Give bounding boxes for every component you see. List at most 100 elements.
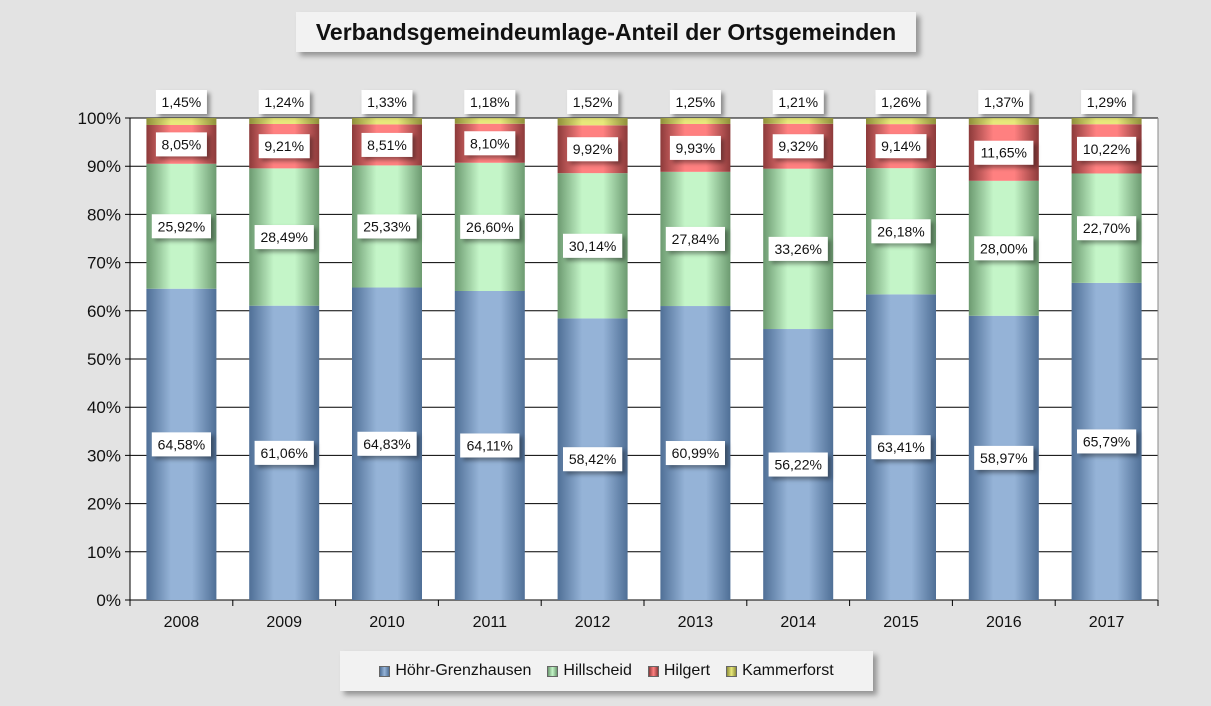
data-label-box xyxy=(665,441,725,466)
legend-label: Hillscheid xyxy=(563,662,632,679)
data-label-box xyxy=(1077,136,1137,161)
bar-kammerforst-2015 xyxy=(866,118,936,125)
data-label-box xyxy=(974,140,1034,165)
y-tick-label: 20% xyxy=(87,495,121,514)
legend-label: Hilgert xyxy=(663,662,711,679)
data-label: 25,33% xyxy=(363,218,410,234)
data-label: 9,92% xyxy=(573,141,613,157)
data-label-box xyxy=(875,134,927,159)
x-tick-label: 2014 xyxy=(780,614,816,631)
x-tick-label: 2008 xyxy=(164,614,200,631)
data-label: 64,58% xyxy=(158,436,205,452)
data-label-box xyxy=(357,214,417,239)
bar-kammerforst-2008 xyxy=(146,118,217,125)
bar-kammerforst-2011 xyxy=(454,118,525,124)
data-label-box xyxy=(151,432,211,457)
data-label-box xyxy=(151,214,211,239)
data-label: 64,83% xyxy=(363,436,410,452)
legend-label: Höhr-Grenzhausen xyxy=(395,662,532,679)
data-label-box xyxy=(155,90,207,114)
bar-kammerforst-2013 xyxy=(660,118,731,124)
data-label-box xyxy=(567,137,619,162)
y-tick-label: 10% xyxy=(87,543,121,562)
data-label-box xyxy=(357,431,417,456)
data-label: 25,92% xyxy=(158,218,205,234)
data-label-box xyxy=(669,135,721,160)
data-label-box xyxy=(978,90,1030,114)
data-label-box xyxy=(258,134,310,159)
data-label-box xyxy=(563,233,623,258)
legend-swatch xyxy=(647,665,659,677)
data-label-box xyxy=(768,236,828,261)
legend-item: Höhr-Grenzhausen xyxy=(379,662,531,680)
bar-kammerforst-2010 xyxy=(352,118,422,125)
data-label-box xyxy=(669,90,721,114)
data-label-box xyxy=(460,433,520,458)
y-tick-label: 90% xyxy=(87,157,121,176)
x-tick-label: 2012 xyxy=(575,614,611,631)
data-label: 56,22% xyxy=(774,457,821,473)
data-label: 11,65% xyxy=(981,145,1027,161)
data-label-box xyxy=(258,90,310,114)
data-label: 8,51% xyxy=(367,137,407,153)
y-tick-label: 50% xyxy=(87,350,121,369)
y-tick-label: 40% xyxy=(87,398,121,417)
data-label-box xyxy=(361,90,413,114)
data-label: 1,25% xyxy=(676,94,716,110)
data-label: 9,21% xyxy=(264,138,304,154)
data-label: 8,10% xyxy=(470,135,510,151)
data-label-box xyxy=(1081,90,1133,114)
data-label: 22,70% xyxy=(1083,220,1130,236)
data-label: 1,33% xyxy=(367,94,407,110)
legend-item: Kammerforst xyxy=(726,662,834,680)
data-label: 9,93% xyxy=(676,140,716,156)
data-label-box xyxy=(974,236,1034,261)
data-label-box xyxy=(772,90,824,114)
y-tick-label: 100% xyxy=(78,109,121,128)
data-label: 1,45% xyxy=(162,94,202,110)
data-label-box xyxy=(361,132,413,157)
data-label-box xyxy=(974,445,1034,470)
x-tick-label: 2017 xyxy=(1089,614,1125,631)
legend: Höhr-Grenzhausen Hillscheid Hilgert Kammerf… xyxy=(340,651,873,691)
x-tick-label: 2010 xyxy=(369,614,405,631)
data-label: 63,41% xyxy=(877,439,924,455)
data-label: 9,32% xyxy=(778,138,818,154)
x-tick-label: 2015 xyxy=(883,614,919,631)
data-label-box xyxy=(464,131,516,156)
data-label-box xyxy=(567,90,619,114)
data-label-box xyxy=(460,214,520,239)
y-tick-label: 30% xyxy=(87,446,121,465)
x-tick-label: 2011 xyxy=(473,614,508,631)
bar-kammerforst-2016 xyxy=(968,118,1039,125)
data-label-box xyxy=(563,447,623,472)
legend-swatch xyxy=(379,665,391,677)
data-label-box xyxy=(871,219,931,244)
data-label: 10,22% xyxy=(1083,141,1130,157)
legend-item: Hilgert xyxy=(647,662,711,680)
data-label: 1,26% xyxy=(881,94,921,110)
data-label-box xyxy=(875,90,927,114)
x-tick-label: 2016 xyxy=(986,614,1022,631)
data-label-box xyxy=(1077,429,1137,454)
data-label: 65,79% xyxy=(1083,433,1130,449)
data-label: 30,14% xyxy=(569,238,616,254)
bar-kammerforst-2012 xyxy=(557,118,628,126)
data-label: 28,49% xyxy=(260,229,307,245)
data-label: 27,84% xyxy=(672,231,719,247)
data-label: 61,06% xyxy=(260,445,307,461)
data-label-box xyxy=(871,435,931,460)
legend-label: Kammerforst xyxy=(742,662,834,679)
data-label: 58,42% xyxy=(569,451,616,467)
bar-kammerforst-2009 xyxy=(249,118,320,124)
x-tick-label: 2009 xyxy=(266,614,302,631)
data-label: 1,18% xyxy=(470,94,510,110)
data-label-box xyxy=(254,225,314,250)
data-label: 64,11% xyxy=(467,437,513,453)
legend-swatch xyxy=(547,665,559,677)
data-label-box xyxy=(772,134,824,159)
data-label: 8,05% xyxy=(162,136,202,152)
data-label-box xyxy=(1077,216,1137,241)
y-tick-label: 60% xyxy=(87,302,121,321)
